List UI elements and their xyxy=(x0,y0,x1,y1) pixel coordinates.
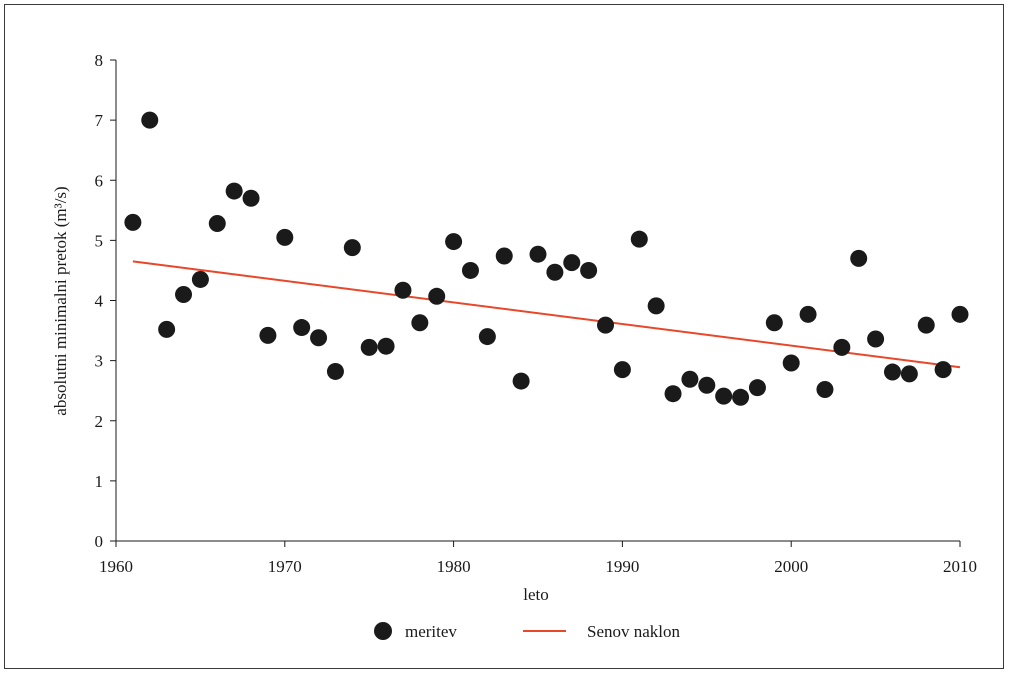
data-point xyxy=(664,385,682,403)
data-point xyxy=(293,319,311,337)
y-tick-label: 3 xyxy=(95,352,104,371)
x-tick-label: 1990 xyxy=(605,557,639,576)
x-tick-label: 2010 xyxy=(943,557,977,576)
data-point xyxy=(411,314,429,332)
x-tick-label: 1970 xyxy=(268,557,302,576)
data-point xyxy=(377,337,395,355)
data-point xyxy=(495,247,513,265)
data-point xyxy=(360,338,378,356)
y-tick-label: 8 xyxy=(95,51,104,70)
data-point xyxy=(158,320,176,338)
y-tick-label: 5 xyxy=(95,231,104,250)
y-axis-label: absolutni minimalni pretok (m³/s) xyxy=(51,186,70,415)
data-point xyxy=(141,111,159,129)
y-tick-label: 6 xyxy=(95,171,104,190)
data-point xyxy=(259,326,277,344)
data-point xyxy=(850,249,868,267)
data-point xyxy=(461,261,479,279)
data-point xyxy=(428,287,446,305)
data-point xyxy=(546,263,564,281)
legend: meritev Senov naklon xyxy=(374,622,681,641)
data-point xyxy=(816,380,834,398)
data-point xyxy=(782,354,800,372)
data-point xyxy=(445,233,463,251)
data-point xyxy=(748,379,766,397)
x-tick-label: 2000 xyxy=(774,557,808,576)
data-point xyxy=(529,245,547,263)
data-point xyxy=(715,387,733,405)
data-point xyxy=(951,305,969,323)
data-point xyxy=(867,330,885,348)
data-point xyxy=(175,285,193,303)
x-tick-label: 1980 xyxy=(437,557,471,576)
senov-naklon-line xyxy=(132,260,961,369)
data-point xyxy=(613,361,631,379)
data-point xyxy=(765,314,783,332)
data-point xyxy=(681,370,699,388)
data-point xyxy=(208,215,226,233)
y-tick-label: 2 xyxy=(95,412,104,431)
legend-label-senov-naklon: Senov naklon xyxy=(587,622,681,641)
data-point xyxy=(833,338,851,356)
data-point xyxy=(310,329,328,347)
y-ticks: 0 1 2 3 4 5 6 7 8 xyxy=(95,51,116,551)
data-point xyxy=(276,228,294,246)
data-point xyxy=(883,363,901,381)
data-point xyxy=(326,362,344,380)
x-axis-label: leto xyxy=(523,585,549,604)
data-point xyxy=(900,365,918,383)
y-tick-label: 1 xyxy=(95,472,104,491)
data-point xyxy=(698,376,716,394)
data-point xyxy=(225,182,243,200)
x-ticks: 1960 1970 1980 1990 2000 2010 xyxy=(99,541,977,576)
legend-marker-meritev xyxy=(374,622,392,640)
data-point xyxy=(799,305,817,323)
data-point xyxy=(191,270,209,288)
data-point xyxy=(580,261,598,279)
data-point xyxy=(124,213,142,231)
axes xyxy=(115,60,960,542)
data-point xyxy=(597,316,615,334)
data-point xyxy=(394,281,412,299)
data-point xyxy=(917,316,935,334)
data-point xyxy=(478,328,496,346)
data-point xyxy=(343,239,361,257)
legend-label-meritev: meritev xyxy=(405,622,457,641)
data-point xyxy=(563,254,581,272)
x-tick-label: 1960 xyxy=(99,557,133,576)
data-point xyxy=(647,297,665,315)
data-points xyxy=(124,111,969,406)
y-tick-label: 7 xyxy=(95,111,104,130)
y-tick-label: 0 xyxy=(95,532,104,551)
data-point xyxy=(242,189,260,207)
data-point xyxy=(512,372,530,390)
data-point xyxy=(630,230,648,248)
data-point xyxy=(732,388,750,406)
y-tick-label: 4 xyxy=(95,292,104,311)
trend-line-layer xyxy=(132,260,961,369)
data-point xyxy=(934,361,952,379)
